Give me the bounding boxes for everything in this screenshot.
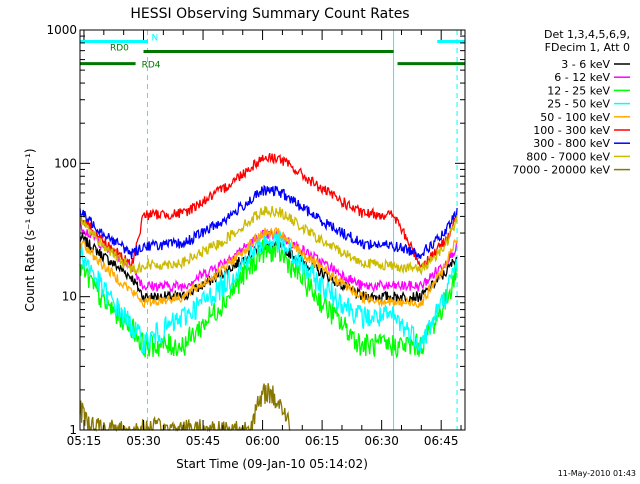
x-tick-label: 06:15	[305, 434, 340, 448]
plot-area	[79, 30, 458, 433]
series-line-3	[79, 229, 458, 355]
legend-item-label: 7000 - 20000 keV	[512, 164, 610, 177]
legend-item-label: 12 - 25 keV	[547, 84, 610, 97]
flag-label-n: N	[151, 33, 158, 43]
legend-item-label: 300 - 800 keV	[533, 137, 610, 150]
y-tick-label: 1000	[46, 23, 77, 37]
legend-item-label: 800 - 7000 keV	[526, 150, 610, 163]
x-tick-label: 06:45	[424, 434, 459, 448]
axes: 1 10 100 1000 05:15 05:30 05:45 06:00 06:15 06:30…	[46, 23, 466, 448]
x-tick-label: 06:00	[245, 434, 280, 448]
series-line-2	[79, 237, 458, 359]
plot-frame	[79, 29, 466, 431]
x-tick-label: 05:30	[126, 434, 161, 448]
y-axis-label: Count Rate (s⁻¹ detector⁻¹)	[23, 148, 37, 311]
x-tick-label: 06:30	[364, 434, 399, 448]
flag-label-rd0: RD0	[110, 43, 129, 53]
series-line-4	[79, 226, 458, 309]
series-line-8	[79, 383, 291, 433]
footer-timestamp: 11-May-2010 01:43	[558, 469, 636, 478]
flag-annotations: N RD0 RD4	[80, 33, 465, 71]
legend: Det 1,3,4,5,6,9,FDecim 1, Att 0 3 - 6 keV…	[512, 28, 630, 177]
legend-header-line: Det 1,3,4,5,6,9,	[544, 28, 630, 41]
x-tick-label: 05:15	[67, 434, 102, 448]
series-line-7	[79, 205, 458, 276]
chart-title: HESSI Observing Summary Count Rates	[130, 6, 409, 22]
y-tick-label: 10	[62, 290, 77, 304]
legend-item-label: 25 - 50 keV	[547, 98, 610, 111]
series-line-6	[79, 184, 458, 260]
series-line-1	[79, 221, 458, 294]
legend-item-label: 6 - 12 keV	[554, 71, 610, 84]
x-axis-label: Start Time (09-Jan-10 05:14:02)	[176, 457, 368, 471]
legend-item-label: 3 - 6 keV	[561, 58, 610, 71]
legend-item-label: 50 - 100 keV	[540, 111, 610, 124]
flag-label-rd4: RD4	[142, 61, 161, 71]
y-tick-label: 100	[54, 156, 77, 170]
legend-header-line: FDecim 1, Att 0	[545, 41, 630, 54]
x-tick-label: 05:45	[186, 434, 221, 448]
legend-item-label: 100 - 300 keV	[533, 124, 610, 137]
y-tick-label: 1	[69, 423, 77, 437]
series-line-5	[79, 152, 458, 269]
